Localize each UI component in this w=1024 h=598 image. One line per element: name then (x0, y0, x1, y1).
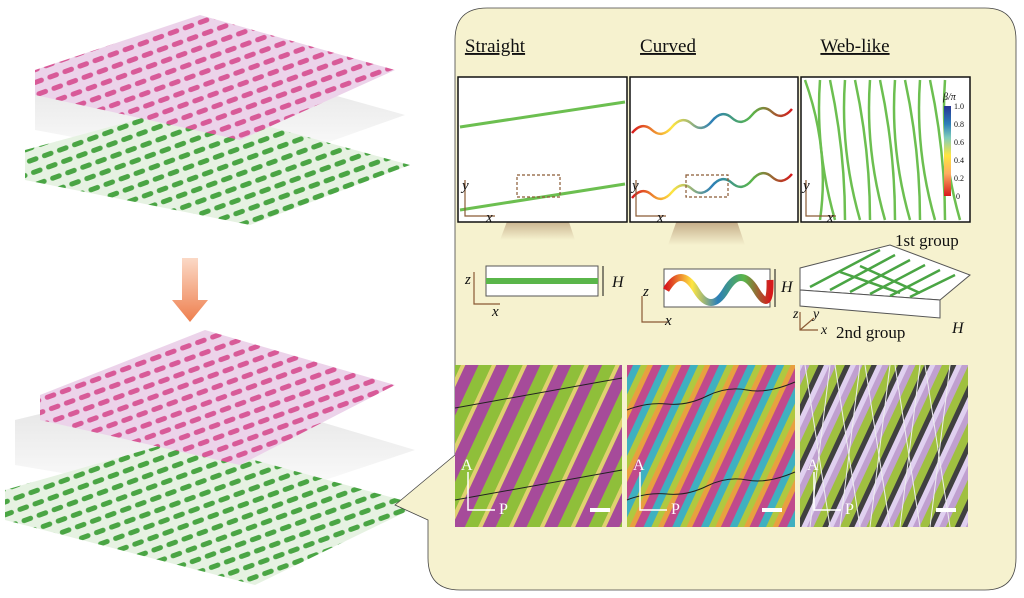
header-curved: Curved (640, 36, 696, 57)
axis-x: x (491, 304, 499, 320)
axis-x: x (664, 313, 672, 329)
colorbar-tick: 0 (956, 192, 960, 201)
axis-z: z (464, 272, 471, 288)
green-layer (25, 105, 410, 225)
analyzer-label: A (807, 457, 819, 474)
axis-y: y (630, 178, 639, 194)
colorbar-title: β/π (942, 92, 957, 103)
pink-layer (40, 330, 395, 465)
polarizer-label: P (499, 501, 508, 518)
colorbar-tick: 0.6 (954, 138, 964, 147)
colorbar-tick: 1.0 (954, 102, 964, 111)
micrograph-curved: A P (626, 365, 796, 527)
height-label: H (951, 320, 965, 337)
stack-after (5, 330, 420, 585)
polarizer-label: P (671, 501, 680, 518)
pink-layer (35, 15, 395, 140)
colorbar-tick: 0.4 (954, 156, 964, 165)
axis-x: x (485, 210, 493, 226)
stack-before (25, 15, 410, 225)
curved-cross-section: H z x (641, 268, 794, 329)
analyzer-label: A (461, 457, 473, 474)
axis-y: y (460, 178, 469, 194)
height-label: H (780, 279, 794, 296)
axis-y: y (811, 307, 820, 322)
micrograph-straight: A P (454, 365, 623, 527)
green-layer (5, 440, 420, 585)
micrograph-web-like: A P (800, 364, 968, 528)
scale-bar (762, 508, 782, 512)
first-group-label: 1st group (895, 231, 959, 250)
web-like-plot: y x β/π 1.0 0.8 0.6 0.4 0.2 0 (800, 76, 971, 226)
header-straight: Straight (465, 36, 526, 57)
analyzer-label: A (633, 457, 645, 474)
axis-x: x (820, 323, 828, 338)
height-label: H (611, 274, 625, 291)
polarizer-label: P (845, 501, 854, 518)
transform-arrow (172, 258, 208, 322)
axis-x: x (656, 210, 664, 226)
straight-plot: y x (457, 76, 628, 226)
axis-z: z (642, 284, 649, 300)
scale-bar (590, 508, 610, 512)
header-web-like: Web-like (820, 36, 889, 57)
web-like-cross-section: 1st group 2nd group H z y x (792, 231, 971, 342)
axis-y: y (801, 178, 810, 194)
axis-x: x (826, 210, 834, 226)
second-group-label: 2nd group (836, 323, 905, 342)
scale-bar (936, 508, 956, 512)
axis-z: z (792, 307, 799, 322)
colorbar (944, 106, 951, 196)
colorbar-tick: 0.8 (954, 120, 964, 129)
colorbar-tick: 0.2 (954, 174, 964, 183)
curved-plot: y x (629, 76, 799, 226)
straight-cross-section: H z x (464, 265, 625, 320)
